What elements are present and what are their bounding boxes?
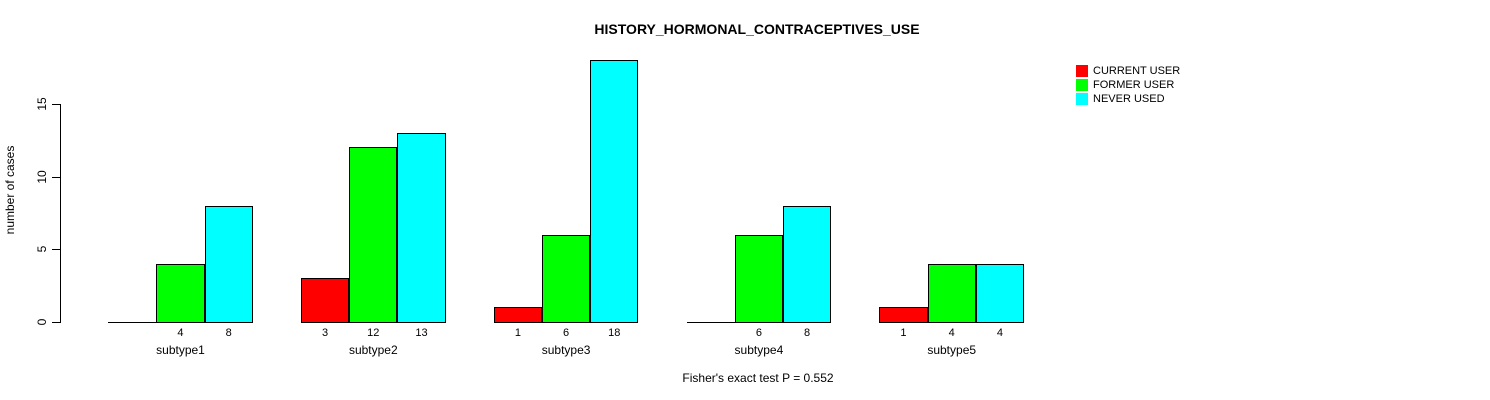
bar-value-label: 12 — [367, 327, 380, 339]
x-category-label: subtype2 — [348, 343, 398, 357]
y-tick-label: 10 — [35, 169, 49, 184]
y-tick-mark — [52, 176, 60, 178]
legend-label: FORMER USER — [1093, 78, 1175, 91]
bar-value-label: 4 — [996, 327, 1003, 339]
bar-value-label: 3 — [322, 327, 329, 339]
bar-value-label: 4 — [948, 327, 955, 339]
bar-current-user — [301, 278, 350, 323]
x-category-label: subtype1 — [156, 343, 205, 357]
y-tick-label: 5 — [35, 245, 49, 253]
bar-value-label: 8 — [804, 327, 811, 339]
annotation-text: Fisher's exact test P = 0.552 — [682, 371, 834, 385]
bar-former-user — [542, 234, 591, 323]
bar-value-label: 13 — [415, 327, 428, 339]
y-tick-mark — [52, 103, 60, 105]
legend-swatch — [1076, 64, 1088, 77]
x-category-label: subtype4 — [734, 343, 784, 357]
legend-swatch — [1076, 92, 1088, 105]
y-axis-label: number of cases — [3, 145, 17, 235]
bar-never-used — [975, 263, 1024, 323]
bar-value-label: 8 — [225, 327, 232, 339]
bar-value-label: 18 — [608, 327, 621, 339]
x-category-label: subtype3 — [541, 343, 591, 357]
y-tick-label: 0 — [35, 318, 49, 326]
bar-former-user — [156, 263, 205, 323]
legend-item: FORMER USER — [1076, 78, 1180, 91]
bar-never-used — [397, 132, 446, 323]
y-tick-mark — [52, 322, 60, 323]
y-axis-line — [60, 103, 61, 323]
bar-never-used — [590, 60, 639, 323]
bar-zero-current-user — [108, 322, 158, 323]
bar-former-user — [927, 263, 976, 323]
chart-title: HISTORY_HORMONAL_CONTRACEPTIVES_USE — [594, 21, 920, 37]
bar-never-used — [204, 205, 253, 323]
bar-value-label: 6 — [563, 327, 570, 339]
y-tick-mark — [52, 249, 60, 251]
bar-value-label: 1 — [900, 327, 907, 339]
x-category-label: subtype5 — [927, 343, 977, 357]
bar-value-label: 6 — [755, 327, 762, 339]
bar-former-user — [734, 234, 783, 323]
bar-never-used — [783, 205, 832, 323]
bar-current-user — [879, 307, 928, 323]
bar-former-user — [349, 147, 398, 323]
legend-item: CURRENT USER — [1076, 64, 1180, 77]
legend: CURRENT USER FORMER USER NEVER USED — [1076, 64, 1180, 106]
bar-zero-current-user — [686, 322, 736, 323]
legend-label: CURRENT USER — [1093, 64, 1181, 77]
bar-value-label: 1 — [514, 327, 521, 339]
bar-current-user — [493, 307, 542, 323]
legend-item: NEVER USED — [1076, 92, 1180, 105]
bar-value-label: 4 — [177, 327, 184, 339]
legend-swatch — [1076, 78, 1088, 91]
legend-label: NEVER USED — [1093, 92, 1165, 105]
y-tick-label: 15 — [35, 97, 49, 111]
